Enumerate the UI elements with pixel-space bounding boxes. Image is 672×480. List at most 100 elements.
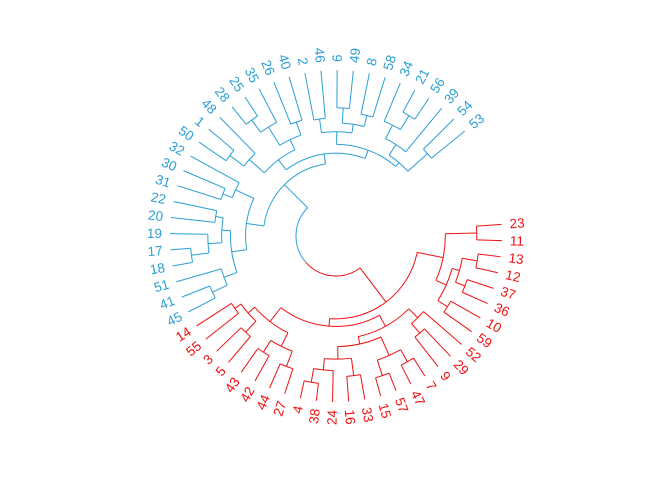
leaf-label: 7 bbox=[423, 379, 440, 393]
branch-segment bbox=[400, 115, 410, 130]
leaf-label: 4 bbox=[290, 404, 306, 415]
branch-segment bbox=[273, 81, 292, 125]
branch-segment bbox=[315, 383, 319, 401]
branch-arc bbox=[360, 113, 373, 118]
branch-segment bbox=[212, 284, 228, 293]
branch-arc bbox=[305, 261, 361, 277]
branch-segment bbox=[208, 242, 222, 245]
branch-segment bbox=[234, 303, 242, 309]
branch-segment bbox=[205, 312, 239, 340]
branch-arc bbox=[221, 217, 224, 243]
branch-segment bbox=[240, 348, 259, 373]
branch-segment bbox=[245, 320, 257, 333]
branch-segment bbox=[414, 98, 430, 120]
branch-segment bbox=[246, 222, 265, 227]
leaf-label: 55 bbox=[183, 338, 204, 359]
branch-segment bbox=[475, 267, 498, 274]
branch-segment bbox=[322, 358, 325, 370]
branch-segment bbox=[299, 380, 305, 399]
branch-segment bbox=[476, 239, 502, 242]
leaf-label: 29 bbox=[451, 357, 472, 378]
leaf-label: 22 bbox=[150, 189, 168, 207]
branch-arc bbox=[443, 300, 452, 313]
leaf-label: 37 bbox=[499, 284, 518, 303]
branch-arc bbox=[385, 138, 406, 153]
branch-segment bbox=[170, 247, 191, 251]
branch-segment bbox=[172, 261, 193, 267]
leaf-labels: 2311131237361059522997475715331624384274… bbox=[147, 47, 525, 425]
branch-segment bbox=[363, 115, 368, 127]
branch-segment bbox=[357, 336, 361, 345]
leaf-label: 19 bbox=[147, 226, 162, 241]
branch-segment bbox=[188, 297, 216, 313]
branch-segment bbox=[176, 268, 222, 283]
leaf-label: 57 bbox=[392, 396, 411, 415]
branch-segment bbox=[208, 128, 235, 151]
branch-segment bbox=[423, 311, 462, 345]
branch-segment bbox=[191, 252, 209, 256]
branch-segment bbox=[476, 223, 502, 227]
leaf-label: 28 bbox=[212, 84, 233, 105]
leaf-label: 41 bbox=[157, 293, 176, 312]
branch-segment bbox=[231, 249, 247, 253]
leaf-label: 12 bbox=[504, 267, 522, 285]
branch-segment bbox=[385, 124, 393, 139]
branch-segment bbox=[452, 267, 460, 271]
branch-segment bbox=[258, 88, 278, 123]
branch-segment bbox=[285, 350, 293, 367]
leaf-label: 40 bbox=[275, 53, 294, 72]
branch-segment bbox=[219, 117, 256, 154]
branch-arc bbox=[280, 307, 380, 327]
branch-segment bbox=[215, 216, 224, 219]
leaf-label: 36 bbox=[492, 300, 512, 320]
leaf-label: 58 bbox=[380, 53, 399, 72]
branch-segment bbox=[341, 107, 344, 124]
branch-segment bbox=[423, 118, 455, 150]
branch-segment bbox=[400, 349, 408, 362]
leaf-label: 5 bbox=[213, 364, 229, 379]
branch-segment bbox=[288, 76, 303, 121]
branch-segment bbox=[235, 189, 255, 199]
leaf-label: 9 bbox=[437, 368, 453, 383]
branch-segment bbox=[413, 357, 426, 377]
leaf-label: 44 bbox=[253, 392, 273, 412]
branch-segment bbox=[379, 315, 386, 327]
branch-arc bbox=[290, 119, 303, 125]
branch-segment bbox=[462, 291, 488, 304]
leaf-label: 1 bbox=[192, 114, 207, 130]
branch-segment bbox=[284, 184, 308, 209]
leaf-label: 35 bbox=[242, 65, 262, 85]
branch-arc bbox=[475, 253, 479, 268]
branch-arc bbox=[220, 188, 226, 200]
branch-segment bbox=[360, 73, 370, 115]
branch-segment bbox=[319, 118, 322, 133]
leaf-label: 27 bbox=[270, 399, 289, 418]
branch-arc bbox=[346, 374, 361, 377]
leaf-label: 31 bbox=[154, 172, 173, 191]
leaf-label: 50 bbox=[176, 123, 197, 144]
leaf-label: 52 bbox=[463, 344, 484, 365]
branch-arc bbox=[240, 303, 257, 322]
branch-arc bbox=[295, 207, 308, 263]
leaf-label: 38 bbox=[306, 408, 323, 425]
branch-segment bbox=[244, 96, 258, 117]
branch-arc bbox=[461, 279, 468, 293]
leaf-label: 15 bbox=[376, 402, 394, 421]
leaf-label: 30 bbox=[159, 155, 179, 175]
branch-segment bbox=[402, 89, 416, 113]
branch-segment bbox=[323, 153, 327, 165]
branch-segment bbox=[445, 232, 477, 235]
leaf-label: 25 bbox=[226, 74, 247, 95]
branch-segment bbox=[248, 159, 265, 174]
branch-segment bbox=[229, 155, 245, 167]
branch-segment bbox=[455, 281, 466, 287]
branch-segment bbox=[320, 70, 326, 119]
branch-segment bbox=[388, 372, 397, 391]
leaf-label: 20 bbox=[147, 207, 164, 224]
branch-segment bbox=[216, 327, 242, 352]
branch-segment bbox=[332, 370, 334, 402]
branch-segment bbox=[223, 271, 238, 278]
leaf-label: 39 bbox=[441, 86, 462, 107]
branch-segment bbox=[462, 257, 478, 262]
leaf-label: 49 bbox=[347, 47, 363, 64]
